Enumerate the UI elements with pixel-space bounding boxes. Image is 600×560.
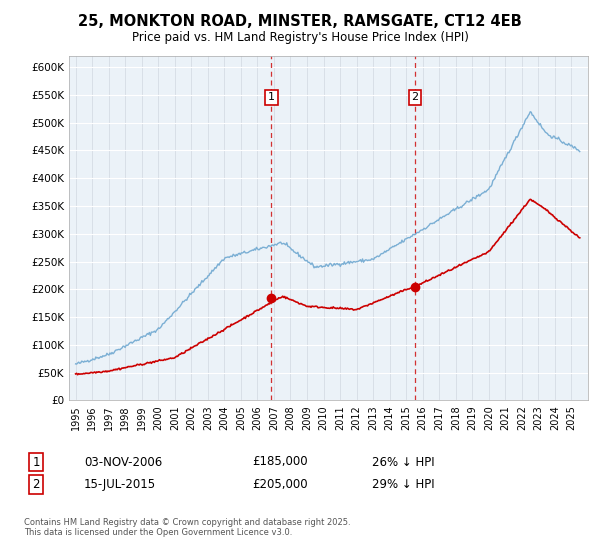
Text: 1: 1	[268, 92, 275, 102]
Text: 1: 1	[32, 455, 40, 469]
Text: £185,000: £185,000	[252, 455, 308, 469]
Text: 29% ↓ HPI: 29% ↓ HPI	[372, 478, 434, 491]
Text: 2: 2	[32, 478, 40, 491]
Text: 03-NOV-2006: 03-NOV-2006	[84, 455, 162, 469]
Text: 25, MONKTON ROAD, MINSTER, RAMSGATE, CT12 4EB: 25, MONKTON ROAD, MINSTER, RAMSGATE, CT1…	[78, 14, 522, 29]
Text: 15-JUL-2015: 15-JUL-2015	[84, 478, 156, 491]
Text: Contains HM Land Registry data © Crown copyright and database right 2025.
This d: Contains HM Land Registry data © Crown c…	[24, 518, 350, 538]
Text: Price paid vs. HM Land Registry's House Price Index (HPI): Price paid vs. HM Land Registry's House …	[131, 31, 469, 44]
Text: £205,000: £205,000	[252, 478, 308, 491]
Text: 2: 2	[412, 92, 419, 102]
Text: 26% ↓ HPI: 26% ↓ HPI	[372, 455, 434, 469]
